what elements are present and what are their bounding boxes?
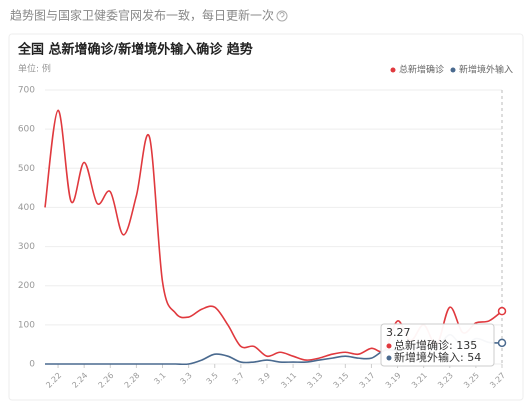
help-icon[interactable]	[276, 10, 288, 22]
card	[8, 33, 524, 401]
note: 趋势图与国家卫健委官网发布一致，每日更新一次	[10, 8, 274, 23]
tooltip-marker	[386, 355, 392, 361]
y-tick-label: 300	[18, 242, 35, 252]
y-tick-label: 400	[18, 203, 35, 213]
tooltip-marker	[386, 343, 392, 349]
legend-marker	[450, 67, 456, 73]
tooltip-row: 总新增确诊: 135	[394, 338, 477, 352]
unit-label: 单位: 例	[18, 63, 51, 75]
legend-label: 总新增确诊	[399, 64, 444, 76]
y-tick-label: 600	[18, 125, 35, 135]
chart-title: 全国 总新增确诊/新增境外输入确诊 趋势	[17, 42, 253, 58]
y-tick-label: 200	[18, 281, 35, 291]
hover-point	[497, 306, 507, 316]
legend-label: 新增境外输入	[459, 64, 513, 76]
y-tick-label: 700	[18, 86, 35, 96]
tooltip-row: 新增境外输入: 54	[394, 350, 481, 364]
y-tick-label: 500	[18, 164, 35, 174]
legend-marker	[390, 67, 396, 73]
tooltip-title: 3.27	[386, 326, 411, 339]
y-tick-label: 0	[29, 360, 35, 370]
y-tick-label: 100	[18, 320, 35, 330]
tooltip-box	[380, 323, 495, 367]
hover-point	[497, 338, 507, 348]
